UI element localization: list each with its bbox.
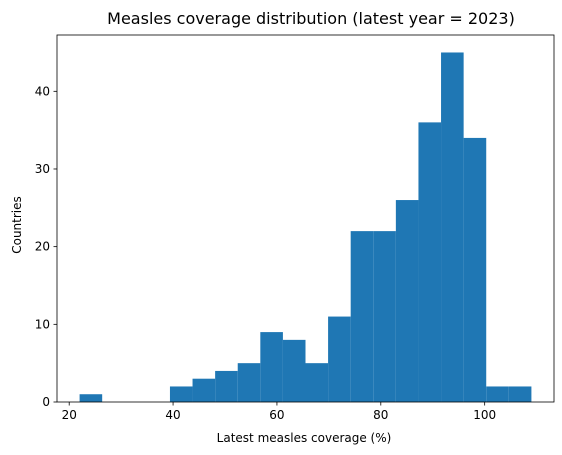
histogram-bar xyxy=(463,137,487,402)
histogram-bar xyxy=(508,386,532,402)
histogram-bar xyxy=(395,200,419,402)
x-tick-label: 40 xyxy=(165,408,180,422)
y-tick-label: 20 xyxy=(35,240,50,254)
histogram-bar xyxy=(328,316,351,402)
x-axis-label: Latest measles coverage (%) xyxy=(217,431,392,445)
chart-title: Measles coverage distribution (latest ye… xyxy=(107,9,515,28)
y-axis-ticks: 0 10 20 30 40 xyxy=(35,84,57,409)
histogram-bar xyxy=(418,122,442,402)
x-tick-label: 100 xyxy=(473,408,496,422)
histogram-bar xyxy=(260,332,283,402)
y-tick-label: 40 xyxy=(35,84,50,98)
y-tick-label: 10 xyxy=(35,317,50,331)
histogram-bar xyxy=(282,339,306,402)
histogram-bar xyxy=(486,386,509,402)
y-axis-label: Countries xyxy=(10,196,24,254)
plot-frame xyxy=(56,34,555,403)
histogram-bar xyxy=(350,231,374,402)
x-axis-ticks: 20 40 60 80 100 xyxy=(62,402,496,422)
histogram-bar xyxy=(373,231,396,402)
x-tick-label: 60 xyxy=(269,408,284,422)
histogram-bar xyxy=(169,386,193,402)
histogram-bar xyxy=(305,363,329,402)
x-tick-label: 80 xyxy=(373,408,388,422)
y-tick-label: 0 xyxy=(42,395,50,409)
y-tick-label: 30 xyxy=(35,162,50,176)
histogram-bar xyxy=(237,363,261,402)
bars-group xyxy=(79,52,532,402)
histogram-bar xyxy=(215,370,238,402)
histogram-bar xyxy=(79,394,103,402)
x-tick-label: 20 xyxy=(62,408,77,422)
histogram-bar xyxy=(441,52,464,402)
histogram-bar xyxy=(192,378,216,402)
